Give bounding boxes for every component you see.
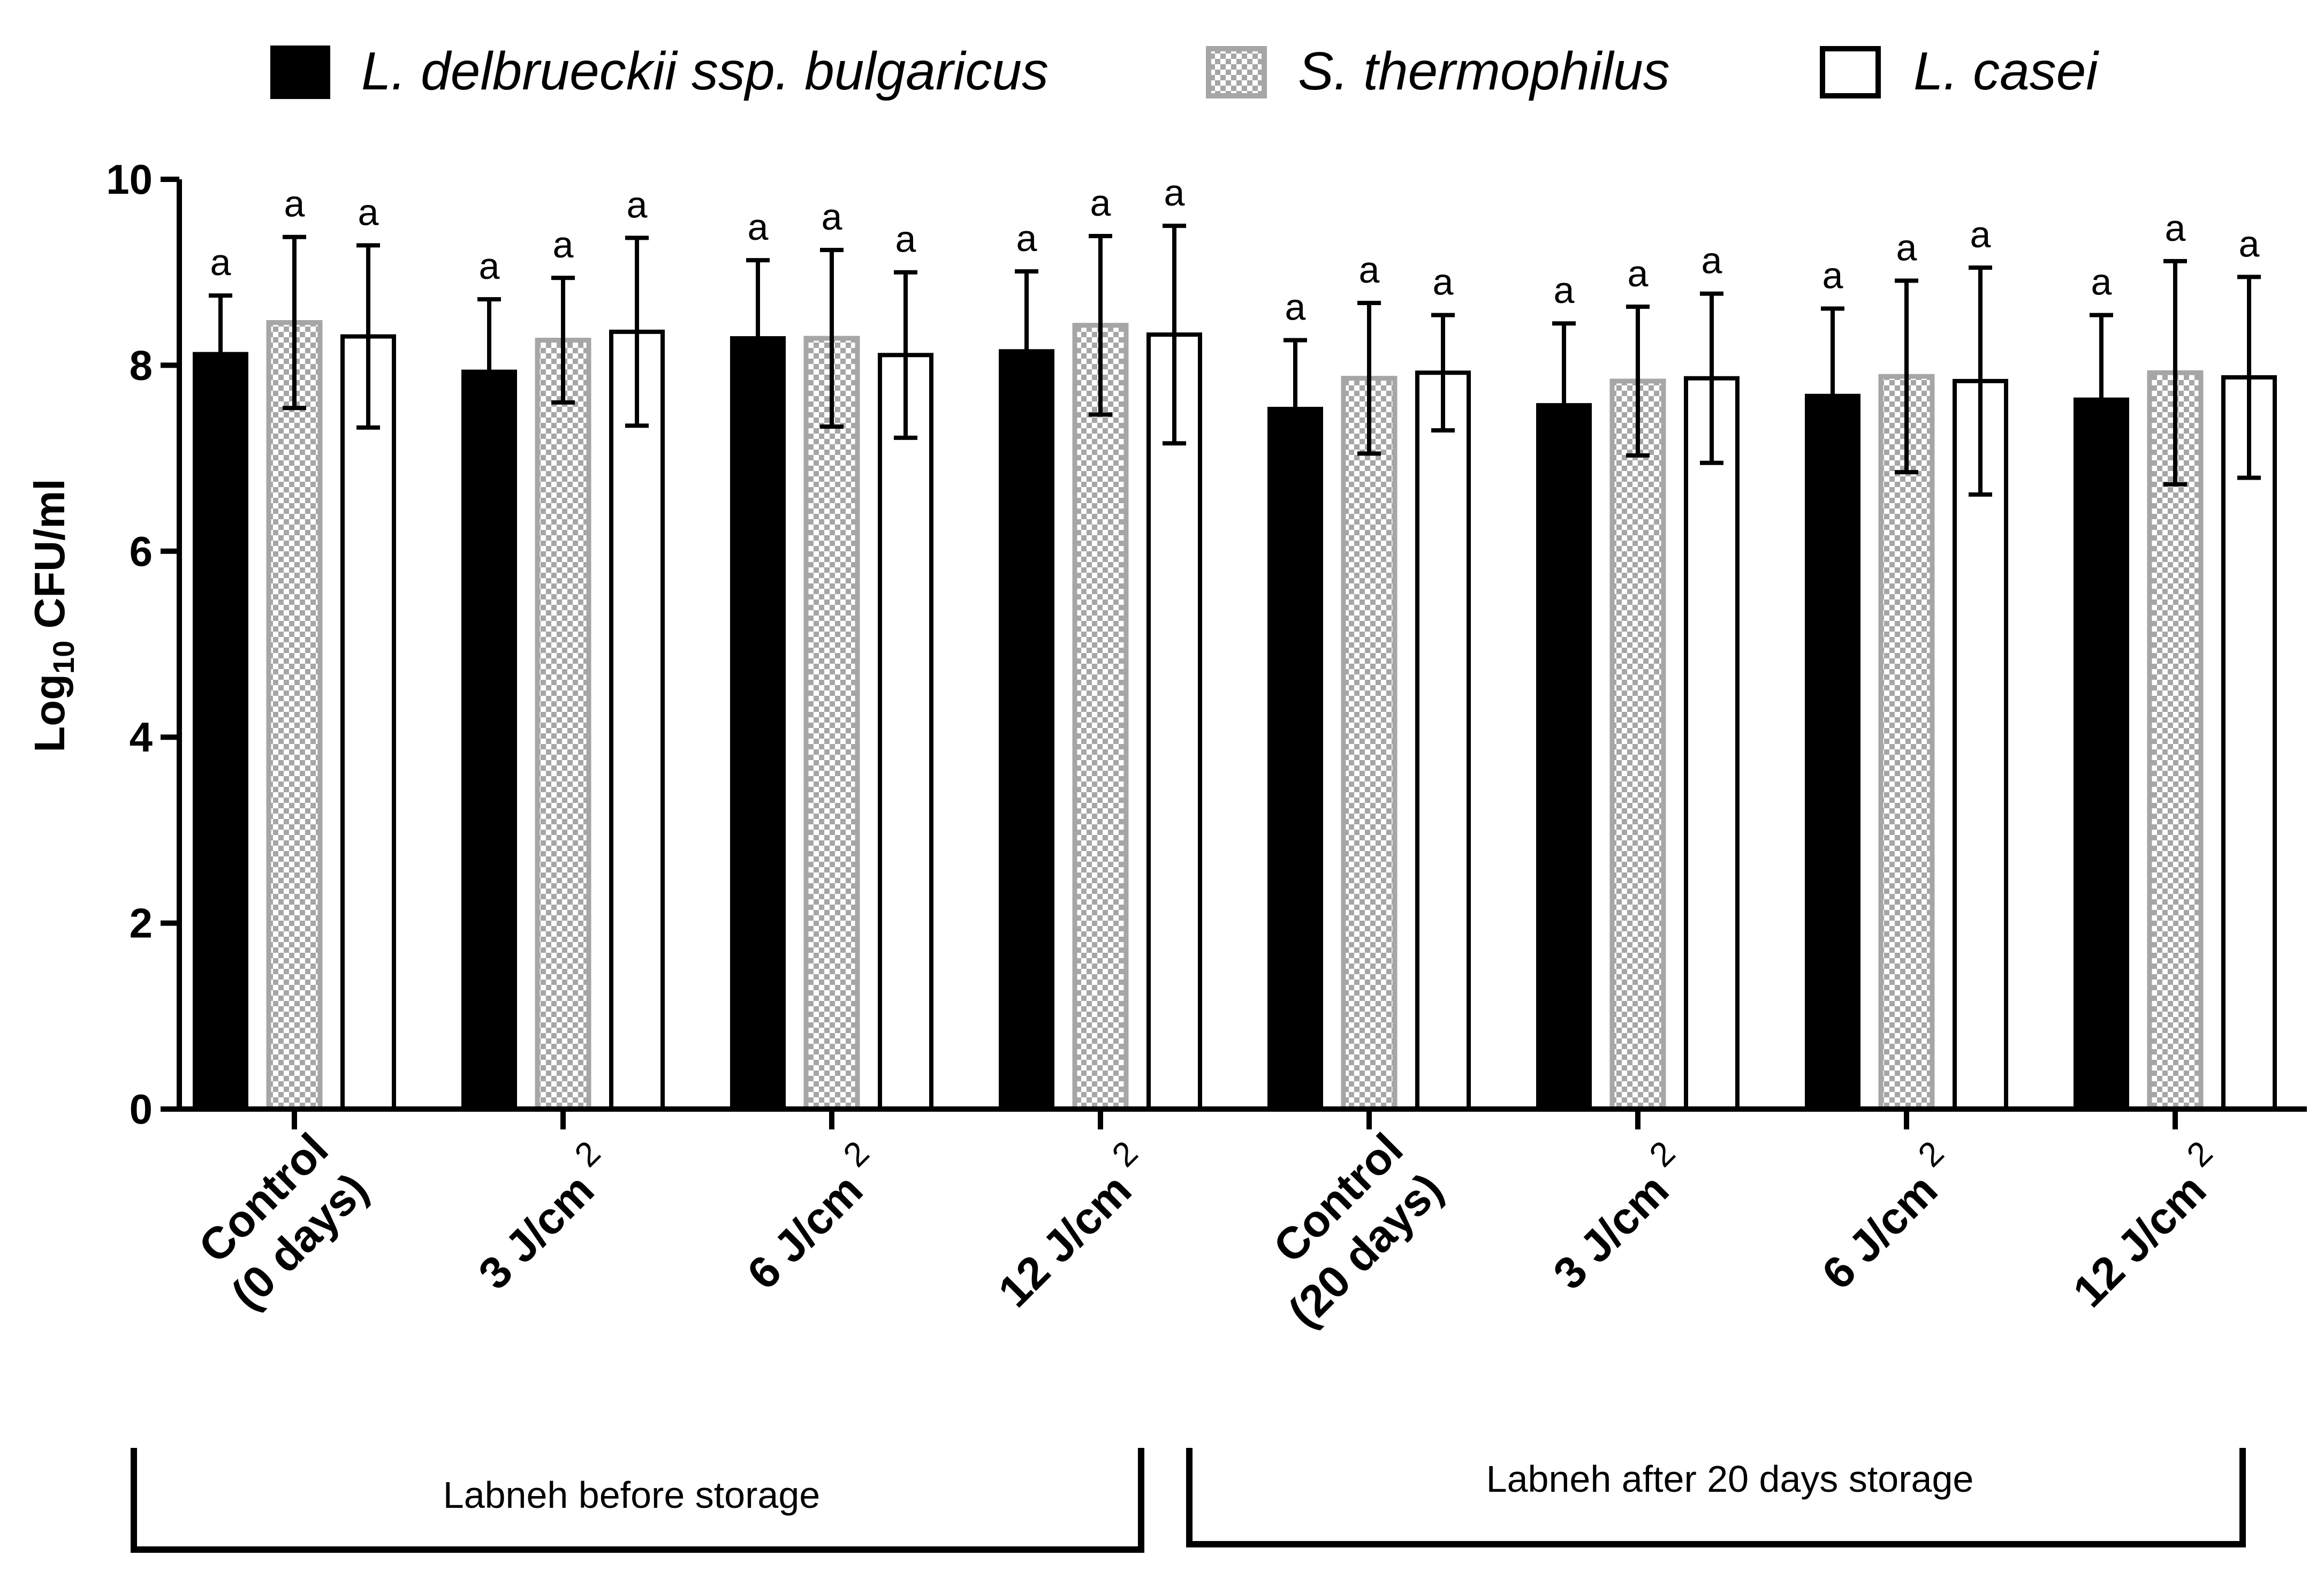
significance-label-s0-c4: a bbox=[1285, 286, 1306, 328]
bar-s2-c5 bbox=[1684, 376, 1740, 1111]
category-label-5: 3 J/cm2 bbox=[1535, 1134, 1700, 1299]
bar-s1-c5 bbox=[1609, 378, 1666, 1112]
significance-label-s0-c7: a bbox=[2091, 261, 2112, 303]
bar-s2-c7 bbox=[2221, 375, 2277, 1112]
bracket-before-storage bbox=[131, 1448, 1144, 1553]
bar-s2-c4 bbox=[1415, 370, 1471, 1111]
significance-label-s0-c1: a bbox=[479, 245, 500, 287]
legend-swatch-0 bbox=[270, 45, 330, 99]
significance-label-s1-c1: a bbox=[553, 224, 574, 265]
bar-s1-c2 bbox=[803, 336, 860, 1112]
category-label-text-1: 3 J/cm2 bbox=[460, 1134, 625, 1299]
significance-label-s2-c3: a bbox=[1164, 172, 1185, 214]
category-label-1: 3 J/cm2 bbox=[460, 1134, 625, 1299]
bar-s0-c6 bbox=[1805, 393, 1860, 1112]
legend-label-0: L. delbrueckii ssp. bulgaricus bbox=[361, 41, 1049, 101]
significance-label-s1-c7: a bbox=[2165, 207, 2186, 249]
bar-s1-c4 bbox=[1341, 376, 1398, 1112]
bar-s2-c1 bbox=[609, 329, 665, 1111]
legend-item-2: L. casei bbox=[1820, 41, 2099, 101]
bar-s0-c0 bbox=[193, 352, 248, 1111]
y-axis-label: Log10 CFU/ml bbox=[26, 479, 80, 752]
y-axis-label-subscript: 10 bbox=[47, 641, 80, 674]
significance-label-s2-c0: a bbox=[358, 191, 379, 233]
bar-s1-c1 bbox=[535, 338, 591, 1112]
bar-s2-c0 bbox=[340, 334, 396, 1111]
group-bracket-before-storage: Labneh before storage bbox=[131, 1448, 1144, 1553]
significance-label-s0-c0: a bbox=[210, 241, 231, 283]
category-label-7: 12 J/cm2 bbox=[2054, 1134, 2237, 1317]
bar-s1-c0 bbox=[266, 320, 323, 1112]
category-label-text-2: 6 J/cm2 bbox=[728, 1134, 894, 1299]
significance-label-s1-c6: a bbox=[1896, 226, 1917, 268]
y-tick-label-3: 6 bbox=[130, 528, 153, 575]
x-ticks-layer bbox=[292, 1109, 2178, 1129]
category-label-3: 12 J/cm2 bbox=[979, 1134, 1163, 1317]
category-label-text-3: 12 J/cm2 bbox=[979, 1134, 1163, 1317]
bracket-after-storage bbox=[1186, 1448, 2246, 1547]
significance-label-s1-c0: a bbox=[284, 183, 305, 225]
y-tick-label-4: 8 bbox=[130, 341, 153, 389]
y-axis-label-main: Log bbox=[26, 674, 73, 753]
significance-label-s2-c1: a bbox=[627, 184, 648, 225]
y-tick-label-2: 4 bbox=[130, 714, 153, 761]
bar-s1-c6 bbox=[1878, 374, 1935, 1112]
category-label-2: 6 J/cm2 bbox=[728, 1134, 894, 1299]
legend-swatch-1 bbox=[1206, 46, 1267, 98]
y-tick-label-5: 10 bbox=[106, 156, 153, 203]
bars-layer bbox=[193, 320, 2277, 1112]
y-tick-label-0: 0 bbox=[130, 1086, 153, 1133]
bar-s0-c1 bbox=[461, 369, 517, 1112]
significance-label-s0-c6: a bbox=[1822, 254, 1843, 296]
bar-s0-c4 bbox=[1267, 407, 1323, 1112]
category-label-text-7: 12 J/cm2 bbox=[2054, 1134, 2237, 1317]
legend-swatch-2 bbox=[1820, 46, 1881, 98]
bar-s0-c3 bbox=[999, 349, 1054, 1111]
group-label-after-storage: Labneh after 20 days storage bbox=[1486, 1458, 1974, 1500]
significance-labels-layer: a a a a a a a a a a a a a a a a a a a a a a a a bbox=[210, 172, 2260, 328]
significance-label-s2-c7: a bbox=[2239, 223, 2260, 264]
group-bracket-after-storage: Labneh after 20 days storage bbox=[1186, 1448, 2246, 1547]
category-labels-layer: Control(0 days) 3 J/cm2 6 J/cm2 12 J/cm2 Con… bbox=[189, 1124, 2237, 1337]
category-label-6: 6 J/cm2 bbox=[1803, 1134, 1969, 1299]
category-label-0: Control(0 days) bbox=[189, 1124, 377, 1319]
legend-label-1: S. thermophilus bbox=[1298, 41, 1670, 101]
legend-item-1: S. thermophilus bbox=[1206, 41, 1670, 101]
bar-s2-c3 bbox=[1146, 332, 1202, 1111]
significance-label-s0-c5: a bbox=[1554, 269, 1575, 311]
significance-label-s0-c2: a bbox=[748, 206, 769, 248]
significance-label-s1-c3: a bbox=[1090, 182, 1111, 224]
bar-s0-c5 bbox=[1536, 403, 1592, 1112]
significance-label-s2-c4: a bbox=[1433, 261, 1454, 303]
category-label-text-6: 6 J/cm2 bbox=[1803, 1134, 1969, 1299]
legend-label-2: L. casei bbox=[1913, 41, 2099, 101]
y-ticks-layer: 0 2 4 6 8 10 bbox=[106, 156, 179, 1133]
significance-label-s0-c3: a bbox=[1016, 217, 1037, 259]
category-label-4: Control(20 days) bbox=[1264, 1124, 1452, 1337]
bar-s0-c2 bbox=[730, 336, 786, 1111]
significance-label-s1-c5: a bbox=[1628, 253, 1649, 294]
significance-label-s2-c6: a bbox=[1970, 214, 1991, 255]
legend-item-0: L. delbrueckii ssp. bulgaricus bbox=[270, 41, 1049, 101]
y-tick-label-1: 2 bbox=[130, 900, 153, 947]
legend: L. delbrueckii ssp. bulgaricus S. thermo… bbox=[270, 41, 2099, 101]
significance-label-s1-c2: a bbox=[822, 196, 842, 238]
y-axis-label-rest: CFU/ml bbox=[26, 479, 73, 640]
category-label-text-5: 3 J/cm2 bbox=[1535, 1134, 1700, 1299]
error-bars-layer bbox=[209, 223, 2261, 497]
significance-label-s2-c2: a bbox=[895, 218, 916, 260]
group-label-before-storage: Labneh before storage bbox=[443, 1474, 820, 1516]
significance-label-s1-c4: a bbox=[1359, 249, 1380, 291]
bar-s2-c2 bbox=[878, 353, 933, 1112]
significance-label-s2-c5: a bbox=[1702, 240, 1722, 282]
bar-s1-c3 bbox=[1072, 323, 1129, 1112]
bar-s0-c7 bbox=[2074, 397, 2129, 1112]
